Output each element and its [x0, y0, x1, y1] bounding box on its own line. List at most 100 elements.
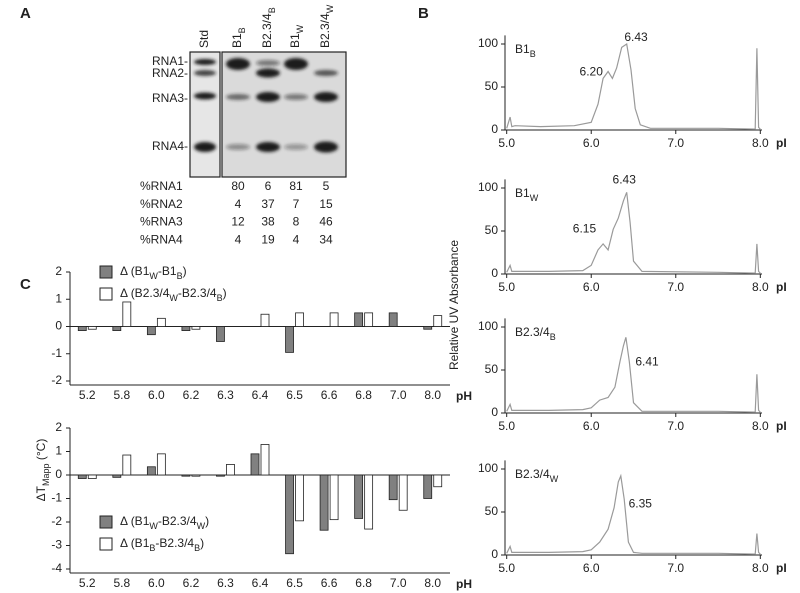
text-part: B2.3/4 [515, 467, 550, 481]
y-tick-label: 2 [55, 420, 62, 434]
y-tick-label: 1 [55, 291, 62, 305]
bar [112, 474, 122, 478]
subscript: B [550, 332, 556, 342]
x-tick-label: 5.2 [79, 388, 96, 402]
bar [156, 317, 166, 327]
bar [354, 312, 364, 327]
x-tick-label: 6.3 [217, 388, 234, 402]
text-part: -B2.3/4 [178, 286, 217, 300]
bar [398, 474, 408, 511]
y-tick-label: -3 [51, 538, 62, 552]
y-tick-label: 0 [491, 405, 498, 419]
bar [216, 474, 225, 477]
table-cell: 15 [319, 197, 333, 211]
text-part: -B2.3/4 [158, 514, 197, 528]
y-tick-label: 50 [485, 362, 499, 376]
bar [329, 312, 339, 327]
x-tick-label: 6.0 [583, 280, 600, 294]
chart-title: B1W [515, 186, 539, 203]
annotation: 6.43 [613, 172, 637, 186]
lane-label: B1W [288, 24, 305, 48]
table-cell: 46 [319, 215, 333, 229]
bar [260, 444, 270, 476]
row-label: %RNA1 [140, 179, 183, 193]
bar [295, 312, 304, 327]
trace [506, 192, 761, 274]
y-tick-label: -2 [51, 373, 62, 387]
x-tick-label: 5.8 [113, 576, 130, 590]
x-tick-label: 5.0 [498, 419, 515, 433]
x-tick-label: 8.0 [424, 576, 441, 590]
subscript: B [217, 293, 223, 303]
x-axis-label: pH [456, 389, 472, 403]
row-label: %RNA3 [140, 215, 183, 229]
trace [506, 337, 761, 413]
y-tick-label: 50 [485, 79, 499, 93]
subscript: B [177, 271, 183, 281]
bar [87, 474, 97, 479]
subscript: W [149, 271, 158, 281]
text-part: -B1 [158, 264, 177, 278]
x-tick-label: 7.0 [390, 576, 407, 590]
y-tick-label: 0 [491, 547, 498, 561]
y-tick-label: 50 [485, 504, 499, 518]
lane-label: B1B [230, 27, 247, 48]
y-tick-label: 1 [55, 444, 62, 458]
bar [295, 474, 304, 522]
x-tick-label: 6.8 [355, 388, 372, 402]
text-part: ) [205, 514, 209, 528]
text-part: -B2.3/4 [155, 536, 194, 550]
text-part: Δ (B1 [120, 536, 150, 550]
x-tick-label: 6.0 [583, 419, 600, 433]
x-axis-label: pI [776, 419, 787, 433]
x-tick-label: 5.0 [498, 136, 515, 150]
y-tick-label: 0 [55, 467, 62, 481]
bar [354, 474, 364, 519]
trace [506, 473, 761, 555]
bar [181, 474, 191, 477]
text-part: (°C) [34, 439, 48, 464]
x-tick-label: 6.6 [321, 388, 338, 402]
subscript: W [295, 24, 305, 33]
legend-swatch [99, 287, 113, 301]
subscript: B [530, 49, 536, 59]
bar [77, 474, 87, 479]
x-tick-label: 6.5 [286, 576, 303, 590]
bar [433, 474, 443, 488]
y-tick-label: -4 [51, 561, 62, 575]
bar [329, 474, 339, 521]
x-tick-label: 8.0 [424, 388, 441, 402]
table-cell: 12 [231, 215, 245, 229]
subscript: W [325, 4, 335, 13]
bar [191, 326, 201, 330]
panel-label: B [418, 5, 429, 22]
x-tick-label: 6.0 [148, 576, 165, 590]
text-part: ) [223, 286, 227, 300]
x-tick-label: 6.2 [183, 388, 200, 402]
bar [77, 326, 87, 331]
x-axis-label: pI [776, 136, 787, 150]
x-tick-label: 8.0 [752, 280, 769, 294]
text-part: ) [183, 264, 187, 278]
table-cell: 81 [289, 179, 303, 193]
y-tick-label: -1 [51, 491, 62, 505]
x-tick-label: 6.4 [252, 576, 269, 590]
legend-label: Δ (B2.3/4W-B2.3/4B) [120, 286, 227, 303]
annotation: 6.15 [573, 221, 597, 235]
annotation: 6.43 [624, 30, 648, 44]
x-tick-label: 8.0 [752, 561, 769, 575]
y-tick-label: 50 [485, 223, 499, 237]
subscript: W [530, 193, 539, 203]
x-axis-label: pH [456, 577, 472, 591]
lane-label: B2.3/4B [260, 7, 277, 48]
bar [122, 454, 132, 476]
y-tick-label: 100 [478, 319, 498, 333]
x-tick-label: 6.0 [583, 136, 600, 150]
bar [433, 315, 443, 327]
bar [122, 301, 132, 327]
table-cell: 4 [235, 197, 242, 211]
text-part: ΔT [34, 485, 48, 501]
legend-swatch [99, 537, 113, 551]
table-cell: 80 [231, 179, 245, 193]
